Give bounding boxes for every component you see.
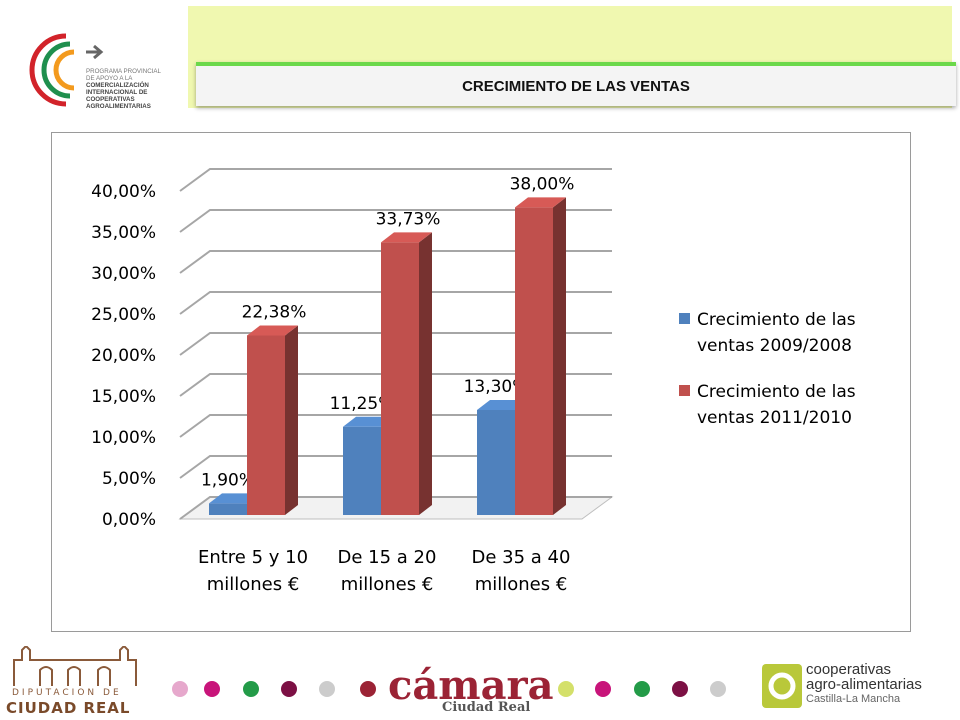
footer [0,640,960,720]
gridline [179,250,612,274]
legend-label: ventas 2009/2008 [697,336,852,356]
diputacion-label: DIPUTACION DE [12,688,122,698]
y-tick-label: 5,00% [102,469,156,489]
bar-side [285,325,298,515]
legend-swatch [679,313,690,324]
bar [381,242,419,515]
x-tick-label: millones € [341,574,434,595]
data-label: 33,73% [376,209,441,229]
y-tick-label: 15,00% [91,387,156,407]
footer-dot [281,681,297,697]
y-tick-label: 30,00% [91,264,156,284]
gridline [179,291,612,315]
x-tick-label: Entre 5 y 10 [198,547,308,568]
data-label: 38,00% [510,174,575,194]
y-tick-label: 35,00% [91,223,156,243]
x-tick-label: millones € [207,574,300,595]
y-tick-label: 0,00% [102,510,156,530]
bar-side [553,197,566,515]
x-tick-label: millones € [475,574,568,595]
bar [343,426,381,515]
programa-logo-icon [29,33,104,107]
gridline [179,209,612,233]
bar [209,503,247,515]
legend-label: Crecimiento de las [697,382,856,402]
footer-dot [360,681,376,697]
y-tick-label: 10,00% [91,428,156,448]
bar-top [247,325,298,336]
camara-logo: cámara [388,662,554,709]
footer-dot [634,681,650,697]
page-title: CRECIMIENTO DE LAS VENTAS [462,77,690,95]
footer-dots [172,681,726,697]
chart-frame: 0,00% 5,00% 10,00% 15,00% 20,00% 25,00% 30,00%… [51,132,911,632]
cooperativas-label: cooperativas agro-alimentarias Castilla-… [806,661,922,705]
camara-sub: Ciudad Real [442,700,531,715]
legend-label: ventas 2011/2010 [697,408,852,428]
diputacion-building-icon [13,646,137,686]
legend-swatch [679,385,690,396]
gridline [179,373,612,397]
gridline [179,168,612,192]
cooperativas-logo-icon [762,664,802,708]
gridline [179,332,612,356]
y-tick-label: 25,00% [91,305,156,325]
legend-label: Crecimiento de las [697,310,856,330]
ciudad-real-label: CIUDAD REAL [6,699,131,717]
footer-dot [243,681,259,697]
bar [477,409,515,515]
programa-logo-text: PROGRAMA PROVINCIAL DE APOYO A LA COMERC… [86,68,161,110]
footer-dot [595,681,611,697]
bar [247,335,285,515]
footer-dot [172,681,188,697]
data-label: 1,90% [201,470,255,490]
footer-dot [319,681,335,697]
bar [515,207,553,515]
footer-dot [558,681,574,697]
x-tick-label: De 35 a 40 [472,547,571,568]
footer-dot [672,681,688,697]
bar-top [381,232,432,243]
title-bar: CRECIMIENTO DE LAS VENTAS [196,62,956,106]
y-tick-label: 20,00% [91,346,156,366]
data-label: 13,30% [464,377,529,397]
footer-dot [710,681,726,697]
bar-top [515,197,566,208]
chart-svg: 0,00% 5,00% 10,00% 15,00% 20,00% 25,00% 30,00%… [91,168,856,595]
footer-dot [204,681,220,697]
data-label: 22,38% [242,302,307,322]
y-tick-label: 40,00% [91,182,156,202]
data-label: 11,25% [330,394,395,414]
x-tick-label: De 15 a 20 [338,547,437,568]
bar-side [419,232,432,515]
